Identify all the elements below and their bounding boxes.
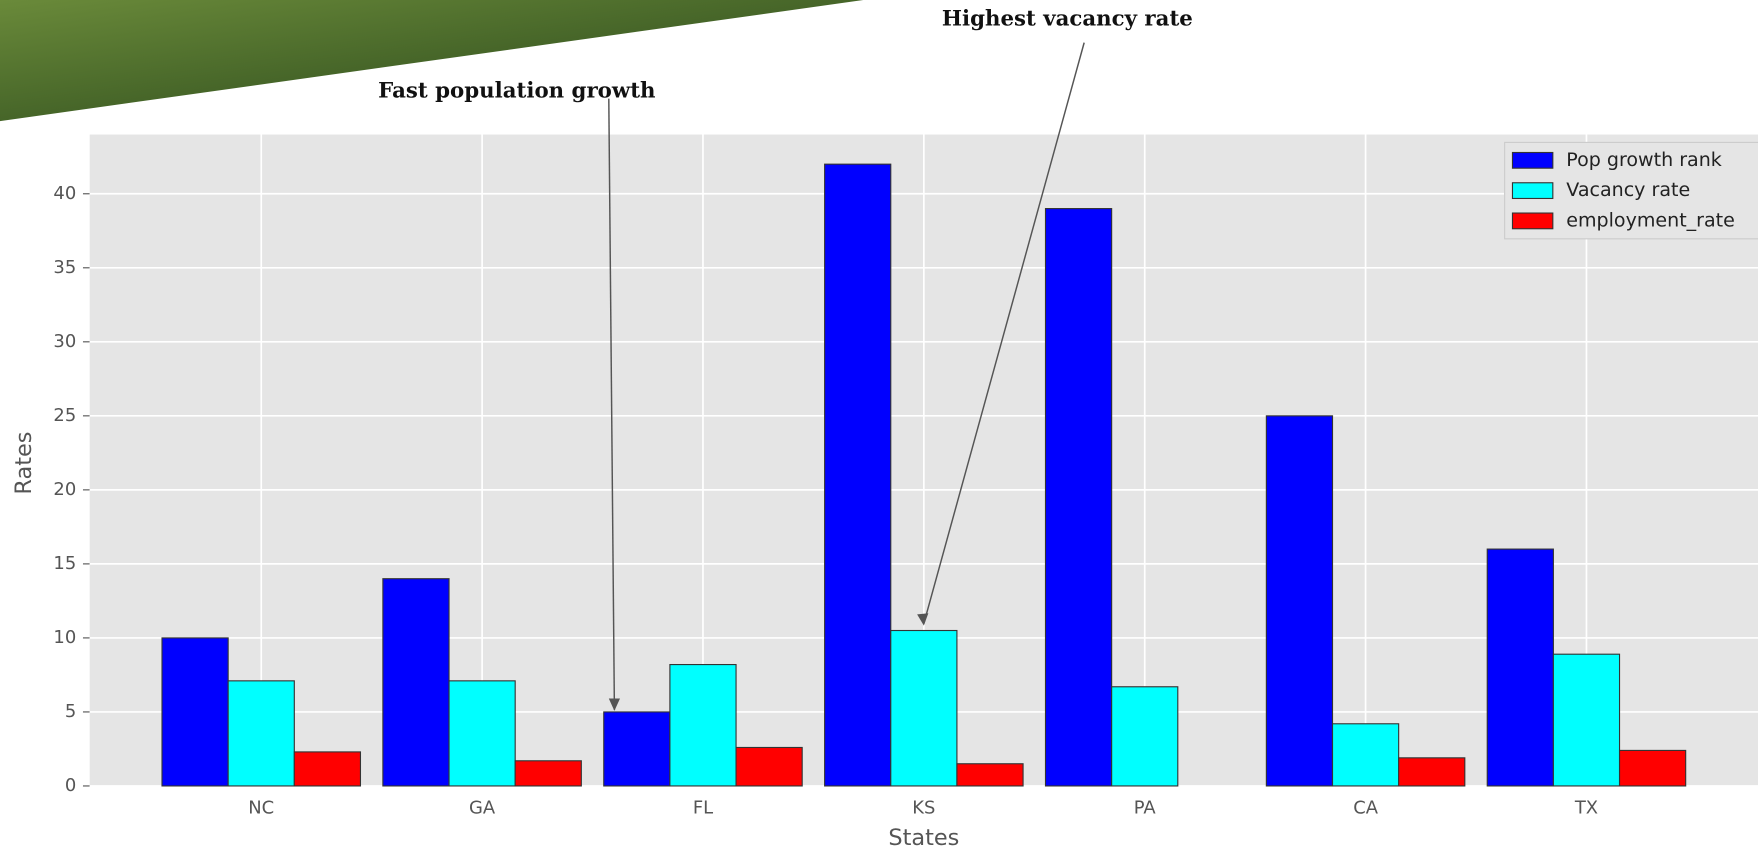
bar — [1618, 749, 1687, 787]
y-tick-label: 0 — [65, 775, 76, 796]
bar — [1398, 757, 1466, 787]
header-photo — [0, 0, 864, 122]
bar — [293, 751, 362, 787]
bar — [1331, 723, 1400, 787]
legend-label: Vacancy rate — [1566, 179, 1690, 201]
legend-swatch — [1511, 212, 1554, 230]
bar — [1552, 653, 1621, 787]
arrow-head — [917, 613, 929, 626]
x-tick-label: FL — [693, 797, 713, 818]
y-tick-label: 10 — [53, 627, 76, 648]
annotation: Fast population growth — [378, 78, 655, 103]
arrow-head — [608, 698, 621, 711]
legend-swatch — [1511, 182, 1554, 200]
x-tick-label: GA — [469, 797, 496, 818]
bar — [890, 629, 958, 787]
x-tick-label: TX — [1574, 797, 1598, 818]
x-tick-label: CA — [1353, 797, 1379, 818]
bar — [735, 746, 803, 787]
bar — [603, 711, 671, 787]
legend-label: Pop growth rank — [1566, 149, 1722, 171]
legend-swatch — [1511, 151, 1554, 169]
y-axis-label: Rates — [11, 432, 37, 495]
bar — [382, 578, 450, 787]
bar — [1265, 415, 1334, 787]
y-tick-label: 30 — [53, 331, 76, 352]
x-axis-label: States — [888, 825, 959, 851]
annotation: Highest vacancy rate — [942, 7, 1193, 32]
bar — [1486, 548, 1554, 787]
y-tick-label: 15 — [53, 553, 76, 574]
y-tick-label: 40 — [53, 183, 76, 204]
bar — [669, 663, 737, 787]
y-tick-label: 5 — [65, 701, 76, 722]
bar — [227, 680, 295, 787]
y-tick-label: 20 — [53, 479, 76, 500]
bar — [956, 763, 1024, 787]
annotation-arrow — [608, 98, 616, 710]
bar — [514, 760, 582, 787]
x-tick-label: PA — [1134, 797, 1157, 818]
bar — [1044, 208, 1113, 787]
bar — [824, 163, 892, 787]
bar — [448, 680, 516, 787]
y-tick-label: 35 — [53, 257, 76, 278]
x-tick-label: NC — [248, 797, 274, 818]
bar — [161, 637, 229, 787]
x-tick-label: KS — [912, 797, 935, 818]
annotation-arrow — [923, 42, 1085, 624]
legend-label: employment_rate — [1566, 209, 1735, 231]
bar — [1111, 686, 1179, 787]
y-tick-label: 25 — [53, 405, 76, 426]
